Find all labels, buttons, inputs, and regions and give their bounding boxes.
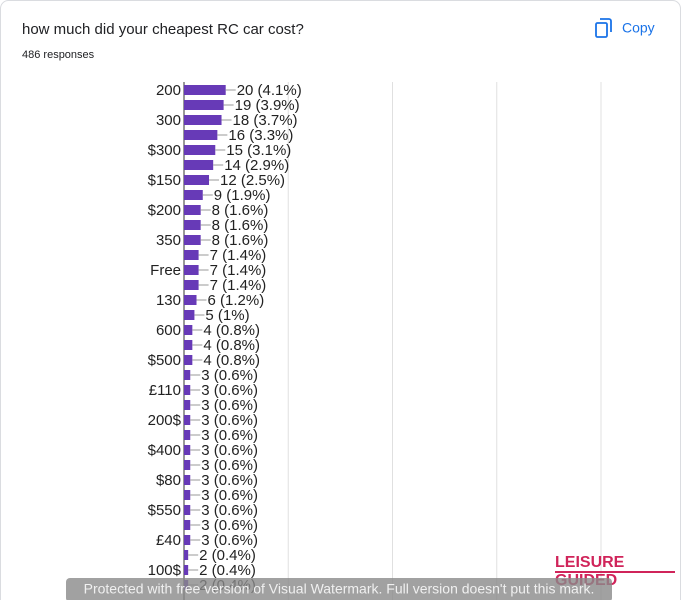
- value-label: 15 (3.1%): [226, 142, 291, 159]
- bar: [184, 325, 193, 335]
- y-tick-label: 200: [156, 82, 181, 99]
- y-tick-label: 350: [156, 232, 181, 249]
- bar: [184, 535, 191, 545]
- bar: [184, 475, 191, 485]
- bar: [184, 145, 216, 155]
- copy-icon: [595, 22, 608, 38]
- y-tick-label: $200: [148, 202, 181, 219]
- y-tick-label: £40: [156, 532, 181, 549]
- bar: [184, 310, 195, 320]
- y-tick-label: $80: [156, 472, 181, 489]
- value-label: 3 (0.6%): [201, 412, 258, 429]
- value-label: 16 (3.3%): [228, 127, 293, 144]
- bar: [184, 130, 218, 140]
- y-tick-label: 600: [156, 322, 181, 339]
- y-tick-label: $300: [148, 142, 181, 159]
- value-label: 3 (0.6%): [201, 397, 258, 414]
- value-label: 9 (1.9%): [214, 187, 271, 204]
- bar: [184, 265, 199, 275]
- copy-button[interactable]: Copy: [595, 18, 655, 38]
- y-tick-label: 300: [156, 112, 181, 129]
- bar: [184, 370, 191, 380]
- value-label: 4 (0.8%): [203, 322, 260, 339]
- value-label: 8 (1.6%): [212, 232, 269, 249]
- copy-label[interactable]: Copy: [622, 20, 655, 36]
- notice-text: Protected with free version of Visual Wa…: [84, 581, 595, 597]
- value-label: 7 (1.4%): [210, 277, 267, 294]
- value-label: 6 (1.2%): [208, 292, 265, 309]
- bar: [184, 280, 199, 290]
- bar: [184, 565, 189, 575]
- bar: [184, 205, 201, 215]
- value-label: 3 (0.6%): [201, 472, 258, 489]
- notice-banner: [66, 578, 612, 600]
- y-tick-label: 130: [156, 292, 181, 309]
- bar: [184, 385, 191, 395]
- value-label: 5 (1%): [205, 307, 249, 324]
- bar: [184, 340, 193, 350]
- brand-text: LEISURE: [555, 554, 625, 571]
- value-label: 3 (0.6%): [201, 427, 258, 444]
- y-tick-label: 200$: [148, 412, 182, 429]
- value-label: 3 (0.6%): [201, 517, 258, 534]
- y-tick-label: Free: [150, 262, 181, 279]
- bar: [184, 355, 193, 365]
- value-label: 19 (3.9%): [235, 97, 300, 114]
- value-label: 18 (3.7%): [233, 112, 298, 129]
- bar: [184, 520, 191, 530]
- bar: [184, 250, 199, 260]
- bar: [184, 550, 189, 560]
- bar: [184, 100, 224, 110]
- value-label: 7 (1.4%): [210, 247, 267, 264]
- value-label: 14 (2.9%): [224, 157, 289, 174]
- chart-title: how much did your cheapest RC car cost?: [22, 21, 304, 38]
- bar: [184, 175, 210, 185]
- copy-icon: [600, 18, 612, 32]
- bar: [184, 190, 203, 200]
- response-count: 486 responses: [22, 49, 95, 61]
- value-label: 3 (0.6%): [201, 382, 258, 399]
- bar: [184, 160, 214, 170]
- bar: [184, 400, 191, 410]
- y-tick-label: $550: [148, 502, 181, 519]
- value-label: 7 (1.4%): [210, 262, 267, 279]
- value-label: 3 (0.6%): [201, 442, 258, 459]
- value-label: 20 (4.1%): [237, 82, 302, 99]
- value-label: 3 (0.6%): [201, 532, 258, 549]
- value-label: 3 (0.6%): [201, 487, 258, 504]
- bar: [184, 460, 191, 470]
- bar: [184, 235, 201, 245]
- value-label: 2 (0.4%): [199, 562, 256, 579]
- value-label: 2 (0.4%): [199, 547, 256, 564]
- y-tick-label: 100$: [148, 562, 182, 579]
- value-label: 8 (1.6%): [212, 217, 269, 234]
- bar: [184, 115, 222, 125]
- bar: [184, 85, 226, 95]
- y-tick-label: £110: [149, 382, 181, 399]
- bar: [184, 490, 191, 500]
- bar: [184, 505, 191, 515]
- value-label: 3 (0.6%): [201, 457, 258, 474]
- bar: [184, 430, 191, 440]
- bar: [184, 220, 201, 230]
- y-tick-label: $150: [148, 172, 181, 189]
- y-tick-label: $400: [148, 442, 181, 459]
- bar: [184, 295, 197, 305]
- value-label: 4 (0.8%): [203, 352, 260, 369]
- bar: [184, 445, 191, 455]
- bar: [184, 415, 191, 425]
- value-label: 8 (1.6%): [212, 202, 269, 219]
- value-label: 3 (0.6%): [201, 367, 258, 384]
- value-label: 4 (0.8%): [203, 337, 260, 354]
- value-label: 12 (2.5%): [220, 172, 285, 189]
- y-tick-label: $500: [148, 352, 181, 369]
- value-label: 3 (0.6%): [201, 502, 258, 519]
